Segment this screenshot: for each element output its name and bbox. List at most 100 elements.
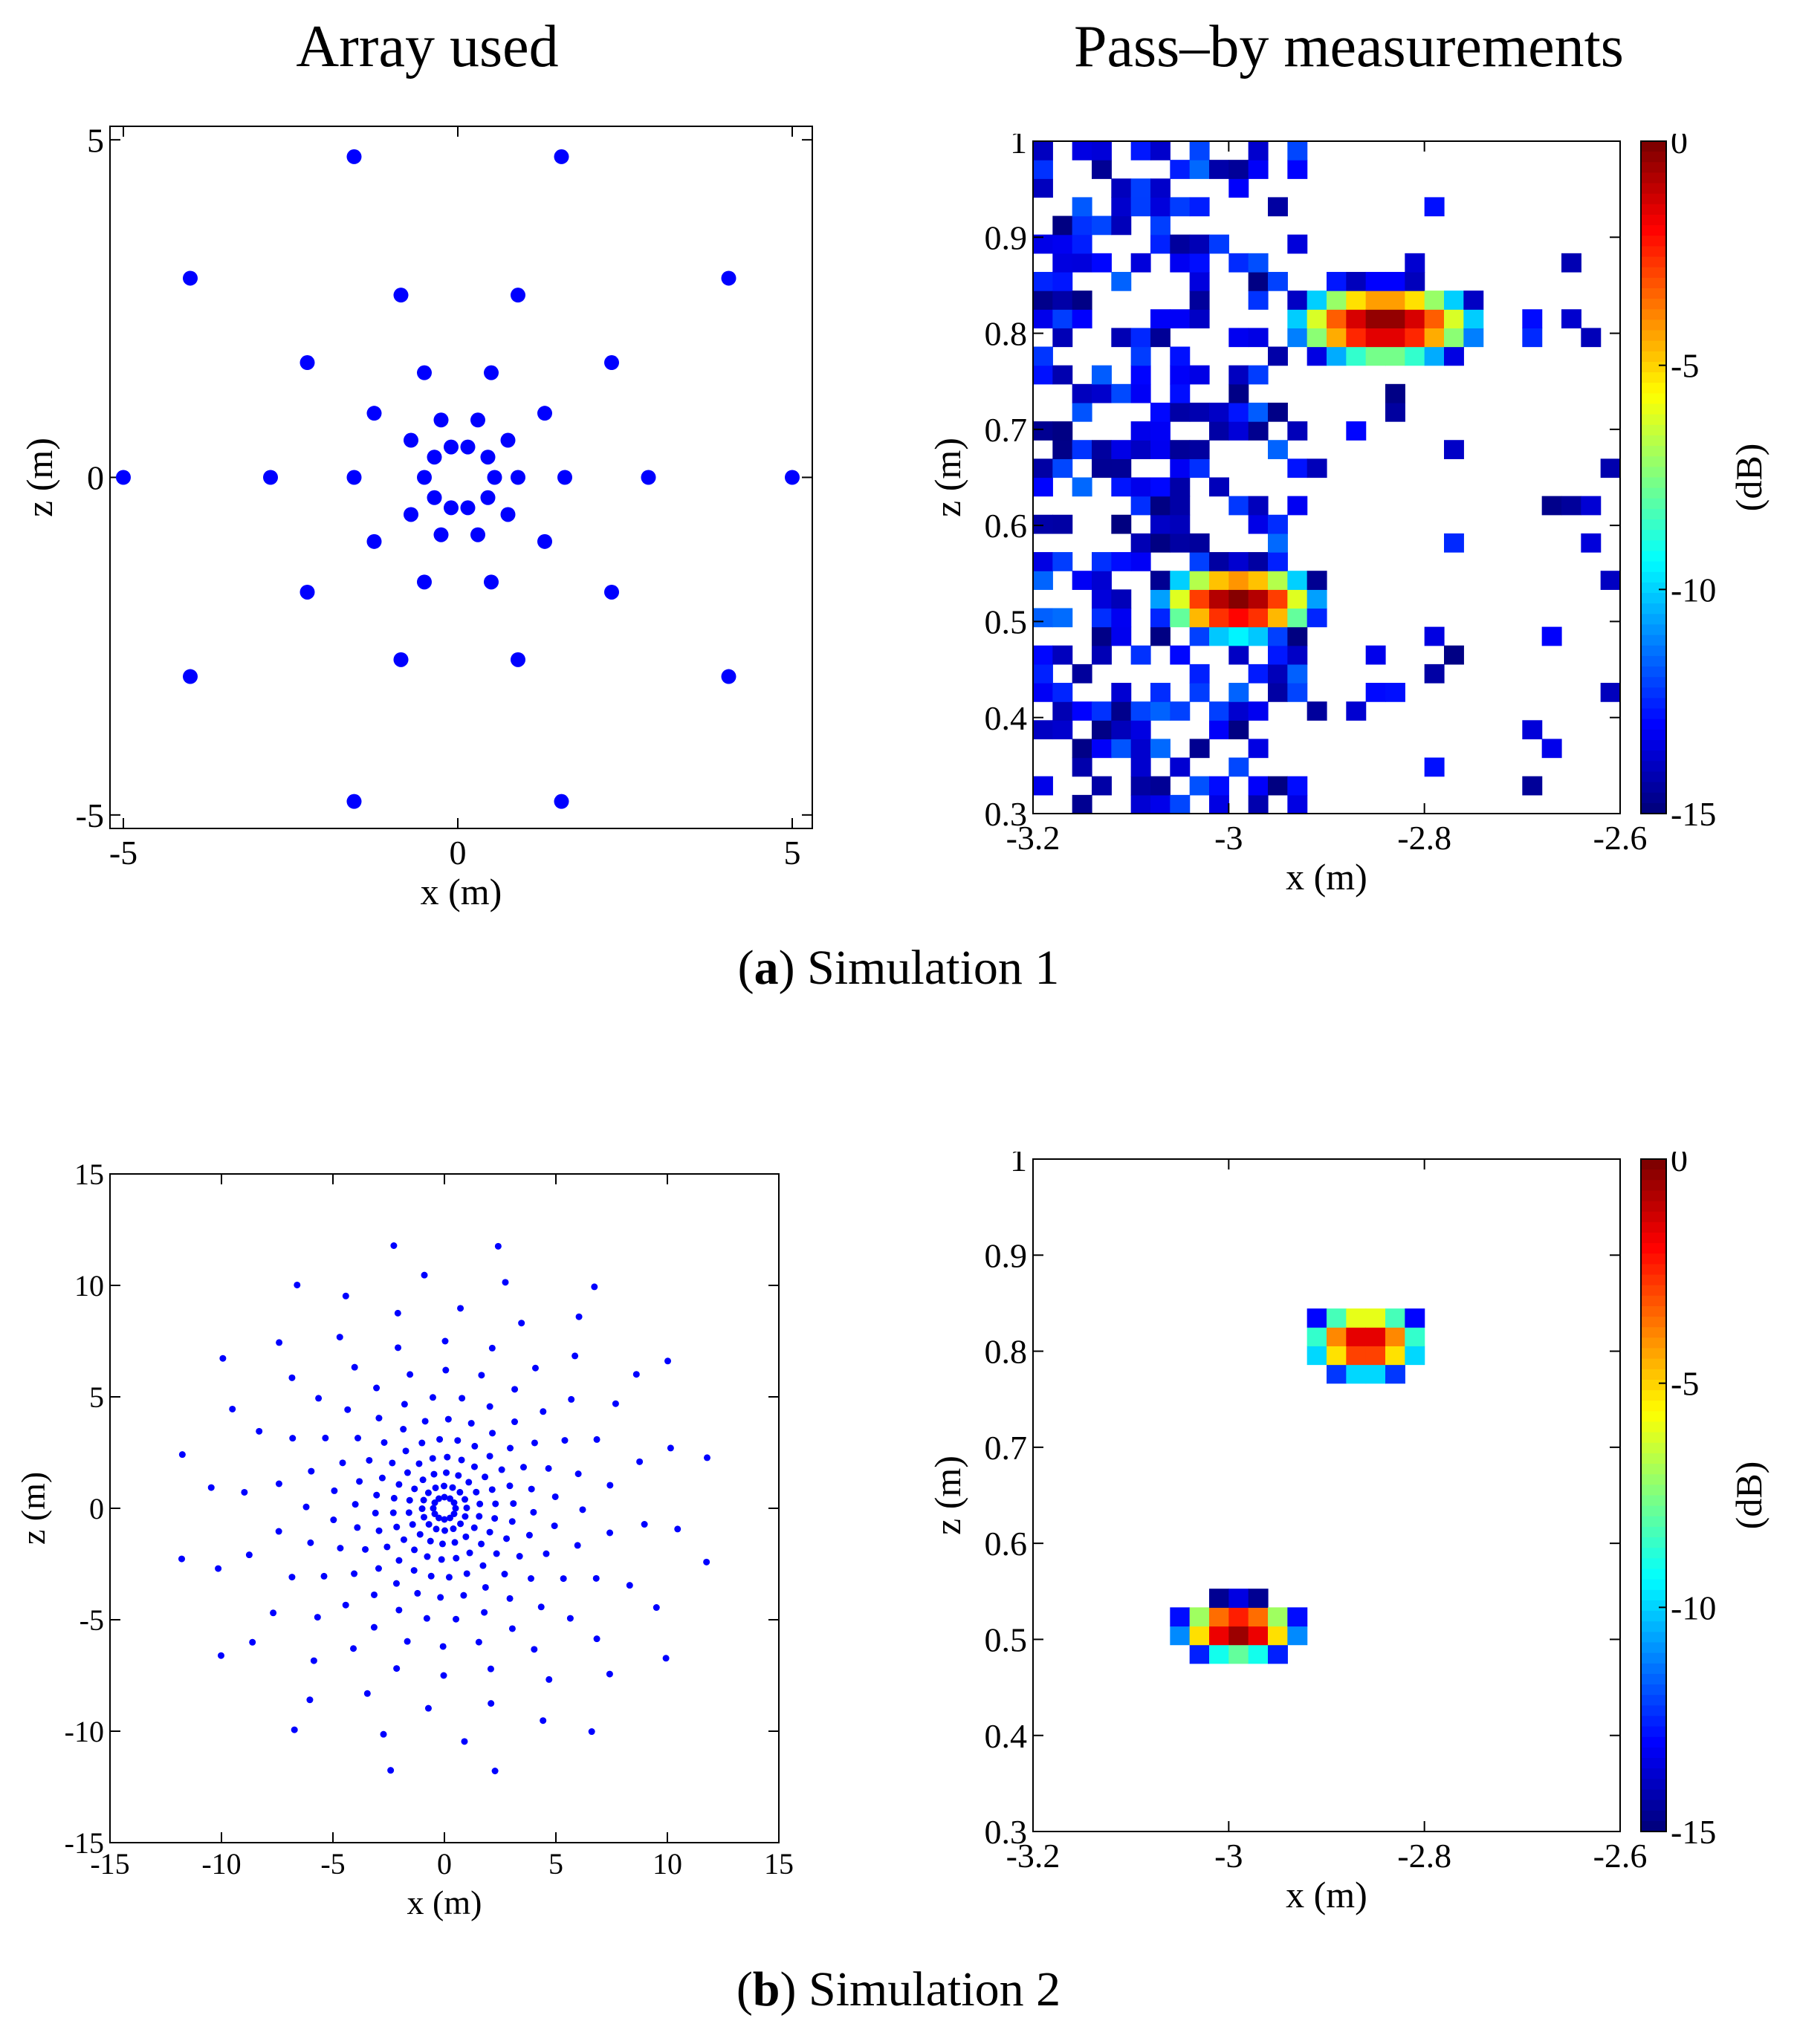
heatmap-cell xyxy=(1033,141,1053,160)
array-microphone-point xyxy=(527,1575,534,1583)
array-microphone-point xyxy=(366,533,382,549)
x-tick-label: -3.2 xyxy=(1006,819,1061,857)
colorbar-segment xyxy=(1641,1695,1666,1706)
heatmap-cell xyxy=(1150,309,1171,328)
array-microphone-point xyxy=(653,1604,660,1612)
heatmap-cell xyxy=(1561,253,1581,273)
array-microphone-point xyxy=(450,1525,457,1533)
array-microphone-point xyxy=(479,1562,487,1569)
heatmap-cell xyxy=(1072,402,1092,422)
array-microphone-point xyxy=(554,794,569,809)
heatmap-cell xyxy=(1209,571,1229,590)
column-title-right: Pass–by measurements xyxy=(929,13,1769,81)
heatmap-cell xyxy=(1072,477,1092,497)
heatmap-cell xyxy=(1092,253,1112,273)
colorbar-segment xyxy=(1641,782,1666,794)
colorbar-segment xyxy=(1641,718,1666,730)
array-microphone-point xyxy=(455,1472,462,1479)
array-microphone-point xyxy=(315,1395,323,1402)
array-microphone-point xyxy=(476,1513,483,1520)
array-microphone-point xyxy=(525,1531,533,1539)
x-tick-label: -2.8 xyxy=(1397,819,1451,857)
array-microphone-point xyxy=(488,1344,496,1352)
heatmap-cell xyxy=(1287,458,1308,478)
colorbar-segment xyxy=(1641,1327,1666,1338)
array-microphone-point xyxy=(443,1469,450,1476)
array-microphone-point xyxy=(400,1426,407,1433)
heatmap-cell xyxy=(1072,291,1092,310)
heatmap-cell xyxy=(1209,608,1229,628)
heatmap-cell xyxy=(1170,514,1191,534)
colorbar-segment xyxy=(1641,1295,1666,1307)
array-microphone-point xyxy=(480,450,496,465)
heatmap-cell xyxy=(1209,477,1229,497)
colorbar-segment xyxy=(1641,1800,1666,1811)
heatmap-cell xyxy=(1130,794,1151,814)
heatmap-cell xyxy=(1444,533,1464,553)
heatmap-cell xyxy=(1209,720,1229,740)
heatmap-cell xyxy=(1150,421,1171,441)
heatmap-cell xyxy=(1248,794,1269,814)
array-microphone-point xyxy=(478,1540,485,1548)
heatmap-cell xyxy=(1111,701,1132,721)
array-microphone-point xyxy=(363,1690,371,1697)
array-microphone-point xyxy=(425,1521,433,1528)
array-microphone-point xyxy=(568,1395,575,1403)
heatmap-cell xyxy=(1600,458,1621,478)
heatmap-cell xyxy=(1092,645,1112,665)
array-microphone-point xyxy=(470,412,485,428)
heatmap-cell xyxy=(1092,739,1112,759)
heatmap-cell xyxy=(1170,253,1191,273)
colorbar-segment xyxy=(1641,1568,1666,1580)
heatmap-cell xyxy=(1130,178,1151,198)
y-tick-label: -10 xyxy=(65,1715,104,1748)
heatmap-cell xyxy=(1463,291,1484,310)
array-microphone-point xyxy=(484,365,499,380)
heatmap-cell xyxy=(1307,328,1327,348)
array-microphone-point xyxy=(632,1371,640,1378)
heatmap-cell xyxy=(1424,346,1445,366)
array-microphone-point xyxy=(721,270,736,286)
array-microphone-point xyxy=(470,1524,478,1531)
array-microphone-point xyxy=(566,1615,574,1622)
array-microphone-point xyxy=(270,1609,277,1617)
x-tick-label: -2.6 xyxy=(1593,819,1648,857)
heatmap-cell xyxy=(1111,271,1132,291)
heatmap-cell xyxy=(1052,215,1073,236)
array-microphone-point xyxy=(606,1529,614,1537)
heatmap-cell xyxy=(1248,141,1269,160)
y-tick-label: 0.4 xyxy=(985,699,1028,737)
colorbar-segment xyxy=(1641,645,1666,657)
heatmap-cell xyxy=(1033,720,1053,740)
heatmap-cell xyxy=(1444,645,1464,665)
heatmap-cell xyxy=(1228,1644,1249,1664)
heatmap-cell xyxy=(1170,1626,1191,1646)
array-microphone-point xyxy=(459,1395,466,1402)
heatmap-cell xyxy=(1111,477,1132,497)
heatmap-cell xyxy=(1424,664,1445,684)
heatmap-cell xyxy=(1072,234,1092,254)
colorbar-segment xyxy=(1641,571,1666,583)
array-microphone-point xyxy=(439,1643,447,1650)
colorbar-segment xyxy=(1641,1495,1666,1507)
y-tick-label: 0.8 xyxy=(985,1333,1028,1371)
array-microphone-point xyxy=(421,1418,429,1425)
array-microphone-point xyxy=(427,450,442,465)
colorbar-frame xyxy=(1640,140,1667,814)
heatmap-cell xyxy=(1228,383,1249,403)
colorbar-segment xyxy=(1641,1505,1666,1517)
array-microphone-point xyxy=(392,1580,400,1587)
array-microphone-point xyxy=(400,1536,407,1543)
heatmap-cell xyxy=(1327,1364,1347,1384)
colorbar-segment xyxy=(1641,614,1666,626)
array-microphone-point xyxy=(342,1292,349,1300)
heatmap-cell xyxy=(1170,458,1191,478)
array-microphone-point xyxy=(362,1545,369,1553)
array-microphone-point xyxy=(667,1444,674,1452)
heatmap-cell xyxy=(1385,1346,1405,1366)
colorbar-segment xyxy=(1641,340,1666,352)
array-microphone-point xyxy=(456,1488,464,1496)
heatmap-cell xyxy=(1072,739,1092,759)
heatmap-cell xyxy=(1385,1364,1405,1384)
colorbar-segment xyxy=(1641,540,1666,552)
